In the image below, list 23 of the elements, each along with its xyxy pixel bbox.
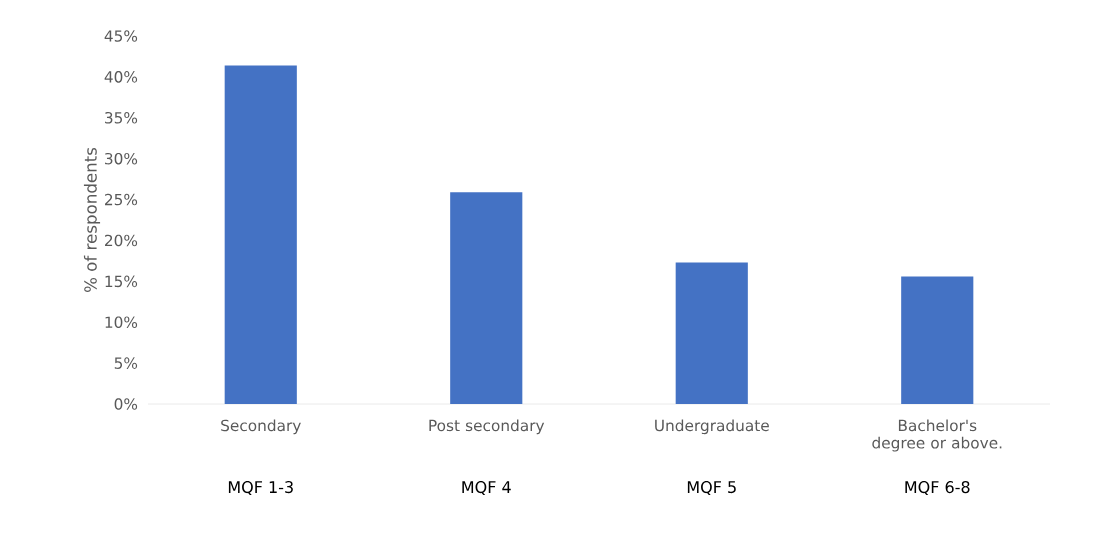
y-tick-label: 20% xyxy=(105,234,138,247)
x-tick-label: Undergraduate xyxy=(655,419,769,435)
y-tick-label: 25% xyxy=(105,193,138,206)
y-axis-title: % of respondents xyxy=(83,147,101,293)
y-tick-label: 10% xyxy=(105,316,138,329)
y-tick-label: 5% xyxy=(114,357,138,369)
text: MQF 4 xyxy=(462,481,511,495)
bar xyxy=(675,262,748,404)
x-tick-label: Post secondary xyxy=(429,419,545,435)
y-tick-label: 30% xyxy=(105,152,138,165)
bar xyxy=(901,276,974,404)
text: MQF 1-3 xyxy=(228,481,293,495)
bar xyxy=(224,65,297,404)
text: MQF 6-8 xyxy=(905,481,970,495)
y-tick-label: 35% xyxy=(105,111,138,124)
x-tick-label: Secondary xyxy=(221,419,301,435)
text: MQF 5 xyxy=(687,481,736,495)
y-tick-label: 45% xyxy=(104,30,138,42)
y-tick-label: 15% xyxy=(105,275,138,288)
y-tick-label: 0% xyxy=(114,398,138,410)
y-tick-label: 40% xyxy=(104,71,138,83)
bar xyxy=(450,192,523,404)
x-tick-label: Bachelor's degree or above. xyxy=(872,419,1002,452)
